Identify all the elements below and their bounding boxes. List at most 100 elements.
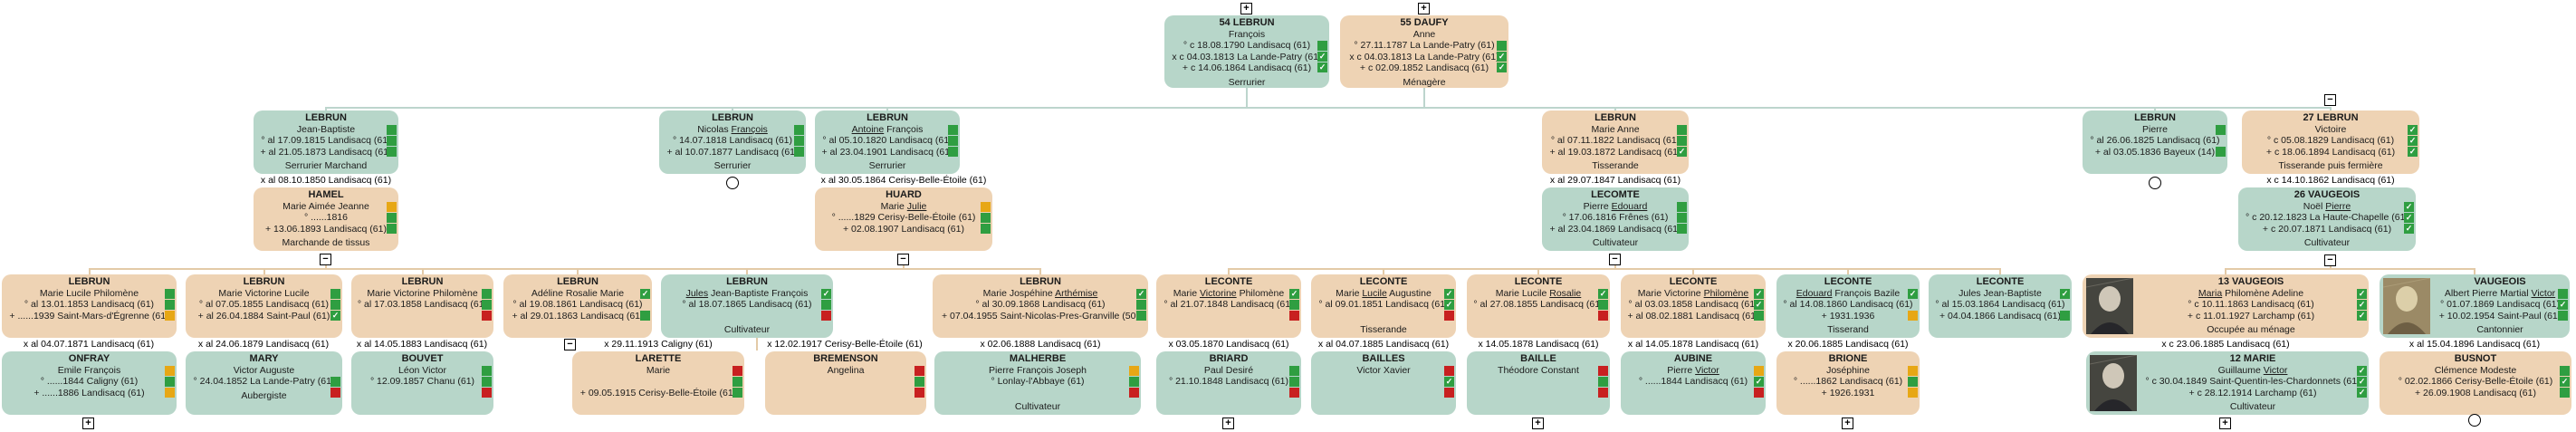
person-box[interactable]: LEBRUN Pierre ° al 26.06.1825 Landisacq (6…: [2083, 110, 2227, 174]
person-box[interactable]: LEBRUN Marie Jospéhine Arthémise ° al 30.0…: [933, 274, 1148, 338]
person-box[interactable]: LEBRUN Marie Victorine Lucile ° al 07.05.1…: [186, 274, 342, 338]
expand-button[interactable]: +: [1222, 418, 1234, 429]
person-box[interactable]: BAILLE Théodore Constant: [1467, 351, 1610, 415]
collapse-button[interactable]: −: [564, 339, 576, 350]
person-box[interactable]: LEBRUN Antoine François ° al 05.10.1820 La…: [815, 110, 960, 174]
person-box[interactable]: 13 VAUGEOIS Maria Philomène Adeline ° c 10…: [2083, 274, 2369, 338]
person-box[interactable]: MARY Victor Auguste ° 24.04.1852 La Lande-…: [186, 351, 342, 415]
person-box[interactable]: 12 MARIE Guillaume Victor ° c 30.04.1849 S…: [2086, 351, 2369, 415]
status-badge-green: [1136, 299, 1146, 310]
status-badge-check: ✓: [2408, 124, 2418, 135]
portrait-photo: [2383, 278, 2430, 334]
expand-button[interactable]: +: [2219, 418, 2231, 429]
event-line: ° al 19.08.1861 Landisacq (61): [512, 299, 643, 310]
person-box[interactable]: BAILLES Victor Xavier ✓: [1311, 351, 1456, 415]
status-badge-green: [1129, 376, 1139, 387]
person-box[interactable]: LEBRUN Marie Victorine Philomène ° al 17.0…: [351, 274, 493, 338]
occupation: Serrurier: [713, 160, 752, 171]
collapse-button[interactable]: −: [2324, 94, 2336, 106]
person-box[interactable]: LECONTE Edouard François Bazile ° al 14.08…: [1776, 274, 1920, 338]
person-box[interactable]: 54 LEBRUN François ° c 18.08.1790 Landisac…: [1164, 15, 1329, 88]
collapse-button[interactable]: −: [320, 254, 331, 265]
given-name: Marie Julie: [880, 200, 927, 212]
event-line: ° al 18.07.1865 Landisacq (61): [682, 299, 812, 310]
person-box[interactable]: MALHERBE Pierre François Joseph ° Lonlay-l…: [934, 351, 1141, 415]
given-name: Marie: [646, 364, 671, 376]
person-box[interactable]: HAMEL Marie Aimée Jeanne ° ......1816 + 13.…: [254, 187, 398, 251]
surname: HUARD: [886, 189, 922, 200]
collapse-button[interactable]: −: [2324, 254, 2336, 266]
person-box[interactable]: LEBRUN Jules Jean-Baptiste François ° al 1…: [661, 274, 833, 338]
person-box[interactable]: ONFRAY Emile François ° ......1844 Caligny…: [2, 351, 177, 415]
expand-button[interactable]: +: [82, 418, 94, 429]
person-box[interactable]: BREMENSON Angelina: [765, 351, 926, 415]
event-line: ° al 14.08.1860 Landisacq (61): [1783, 299, 1913, 310]
status-badge-check: ✓: [1444, 288, 1454, 299]
status-badge-red: [915, 387, 924, 398]
given-name: Victor Auguste: [233, 364, 295, 376]
expand-button[interactable]: +: [1532, 418, 1544, 429]
expand-button[interactable]: +: [1418, 3, 1430, 14]
union-marker[interactable]: [2468, 414, 2481, 427]
event-line: + al 10.07.1877 Landisacq (61): [666, 146, 799, 158]
person-box[interactable]: LECONTE Marie Lucile Augustine ° al 09.01.…: [1311, 274, 1456, 338]
person-box[interactable]: LECONTE Marie Lucile Rosalie ° al 27.08.18…: [1467, 274, 1610, 338]
status-badge-check: ✓: [1497, 52, 1507, 62]
connector-line: [325, 265, 327, 270]
status-badge-check: ✓: [1754, 288, 1764, 299]
status-badge-green: [981, 212, 991, 223]
person-box[interactable]: BRIARD Paul Desiré ° 21.10.1848 Landisacq …: [1156, 351, 1301, 415]
connector-line: [1423, 88, 1425, 107]
person-box[interactable]: LEBRUN Adéline Rosalie Marie ° al 19.08.18…: [503, 274, 652, 338]
person-box[interactable]: LECOMTE Pierre Edouard ° 17.06.1816 Frênes…: [1542, 187, 1689, 251]
union-marker[interactable]: [726, 177, 739, 189]
collapse-button[interactable]: −: [1609, 254, 1621, 265]
person-box[interactable]: LEBRUN Jean-Baptiste ° al 17.09.1815 Landi…: [254, 110, 398, 174]
union-marker[interactable]: [2149, 177, 2161, 189]
surname: LECONTE: [1359, 276, 1408, 287]
connector-line: [1692, 268, 1694, 274]
person-box[interactable]: BOUVET Léon Victor ° 12.09.1857 Chanu (61): [351, 351, 493, 415]
marriage-info: x al 04.07.1885 Landisacq (61): [1317, 339, 1450, 350]
event-line: ° 27.11.1787 La Lande-Patry (61): [1354, 40, 1495, 51]
surname: BAILLE: [1520, 353, 1556, 364]
event-line: + 13.06.1893 Landisacq (61): [265, 223, 387, 235]
given-name: Marie Victorine Philomène: [367, 287, 478, 299]
surname: BRIARD: [1209, 353, 1249, 364]
event-line: + c 14.06.1864 Landisacq (61): [1182, 62, 1312, 73]
occupation: Cultivateur: [1014, 401, 1061, 412]
status-badge-orange: [1129, 365, 1139, 376]
person-box[interactable]: LECONTE Marie Victorine Philomène ° al 21.…: [1156, 274, 1301, 338]
person-box[interactable]: HUARD Marie Julie ° ......1829 Cerisy-Bell…: [815, 187, 992, 251]
expand-button[interactable]: +: [1842, 418, 1853, 429]
connector-line: [1228, 268, 1230, 274]
surname: 26 VAUGEOIS: [2294, 189, 2361, 200]
person-box[interactable]: LEBRUN Nicolas François ° 14.07.1818 Landi…: [659, 110, 806, 174]
event-line: ° ......1829 Cerisy-Belle-Étoile (61): [831, 212, 976, 223]
person-box[interactable]: 27 LEBRUN Victoire ° c 05.08.1829 Landisac…: [2242, 110, 2419, 174]
surname: ONFRAY: [68, 353, 110, 364]
person-box[interactable]: VAUGEOIS Albert Pierre Martial Victor ° 01…: [2380, 274, 2570, 338]
given-name: Théodore Constant: [1498, 364, 1579, 376]
event-line: x c 04.03.1813 La Lande-Patry (61): [1172, 51, 1322, 62]
person-box[interactable]: 26 VAUGEOIS Noël Pierre ° c 20.12.1823 La …: [2238, 187, 2416, 251]
person-box[interactable]: LECONTE Jules Jean-Baptiste ° al 15.03.186…: [1929, 274, 2072, 338]
person-box[interactable]: LARETTE Marie + 09.05.1915 Cerisy-Belle-É…: [572, 351, 744, 415]
status-badge-green: [794, 124, 804, 135]
status-badge-red: [915, 365, 924, 376]
surname: BREMENSON: [813, 353, 878, 364]
expand-button[interactable]: +: [1240, 3, 1252, 14]
person-box[interactable]: AUBINE Pierre Victor ° ......1844 Landisac…: [1621, 351, 1766, 415]
status-badge-red: [482, 310, 492, 321]
person-box[interactable]: 55 DAUFY Anne ° 27.11.1787 La Lande-Patry …: [1340, 15, 1508, 88]
person-box[interactable]: LEBRUN Marie Anne ° al 07.11.1822 Landisac…: [1542, 110, 1689, 174]
person-box[interactable]: BRIONE Joséphine ° ......1862 Landisacq (6…: [1776, 351, 1920, 415]
status-badge-green: [733, 376, 742, 387]
person-box[interactable]: LECONTE Marie Victorine Philomène ° al 03.…: [1621, 274, 1766, 338]
person-box[interactable]: BUSNOT Clémence Modeste ° 02.02.1866 Ceris…: [2380, 351, 2571, 415]
status-badge-check: ✓: [1497, 62, 1507, 72]
event-line: ° 01.07.1869 Landisacq (61): [2439, 299, 2561, 310]
person-box[interactable]: LEBRUN Marie Lucile Philomène ° al 13.01.1…: [2, 274, 177, 338]
collapse-button[interactable]: −: [897, 254, 909, 265]
